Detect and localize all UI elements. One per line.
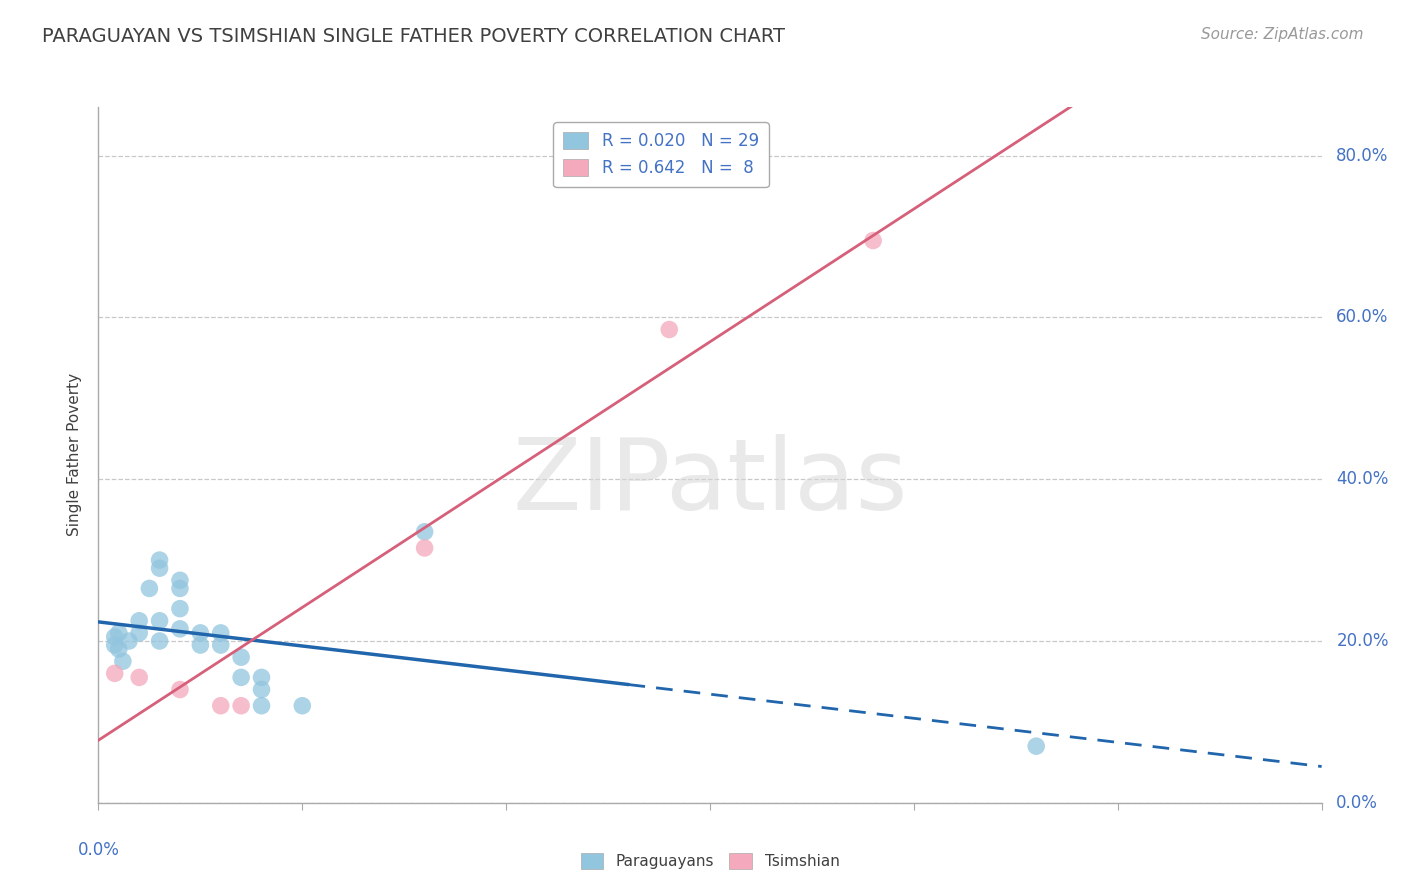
Point (231, 670, 253, 684)
Point (250, 698, 273, 713)
Point (169, 601, 191, 615)
Point (108, 642, 131, 657)
Point (413, 541, 436, 555)
Point (111, 654, 134, 668)
Point (169, 582, 191, 596)
Point (188, 638, 212, 652)
Text: PARAGUAYAN VS TSIMSHIAN SINGLE FATHER POVERTY CORRELATION CHART: PARAGUAYAN VS TSIMSHIAN SINGLE FATHER PO… (42, 27, 785, 45)
Point (209, 638, 232, 652)
Point (231, 698, 253, 713)
Point (149, 614, 172, 628)
Point (250, 682, 273, 697)
Point (104, 630, 127, 644)
Text: 80.0%: 80.0% (1336, 146, 1389, 165)
Point (413, 524, 436, 539)
Text: 0.0%: 0.0% (1336, 794, 1378, 812)
Point (104, 638, 127, 652)
Point (149, 561, 172, 575)
Text: 20.0%: 20.0% (1336, 632, 1389, 650)
Point (658, 322, 681, 336)
Point (169, 682, 191, 697)
Point (1025, 739, 1047, 754)
Point (138, 582, 160, 596)
Text: Source: ZipAtlas.com: Source: ZipAtlas.com (1201, 27, 1364, 42)
Point (149, 553, 172, 567)
Point (209, 626, 232, 640)
Point (108, 626, 131, 640)
Point (231, 650, 253, 665)
Point (169, 574, 191, 588)
Text: ZIPatlas: ZIPatlas (512, 434, 908, 532)
Point (128, 626, 150, 640)
Y-axis label: Single Father Poverty: Single Father Poverty (67, 374, 83, 536)
Point (862, 234, 884, 248)
Point (188, 626, 212, 640)
Point (169, 622, 191, 636)
Text: 0.0%: 0.0% (77, 841, 120, 859)
Point (128, 614, 150, 628)
Point (118, 634, 141, 648)
Point (104, 666, 127, 681)
Point (209, 698, 232, 713)
Point (250, 670, 273, 684)
Point (149, 634, 172, 648)
Text: 40.0%: 40.0% (1336, 470, 1389, 488)
Text: 60.0%: 60.0% (1336, 309, 1389, 326)
Legend: Paraguayans, Tsimshian: Paraguayans, Tsimshian (575, 847, 845, 875)
Point (291, 698, 314, 713)
Point (128, 670, 150, 684)
